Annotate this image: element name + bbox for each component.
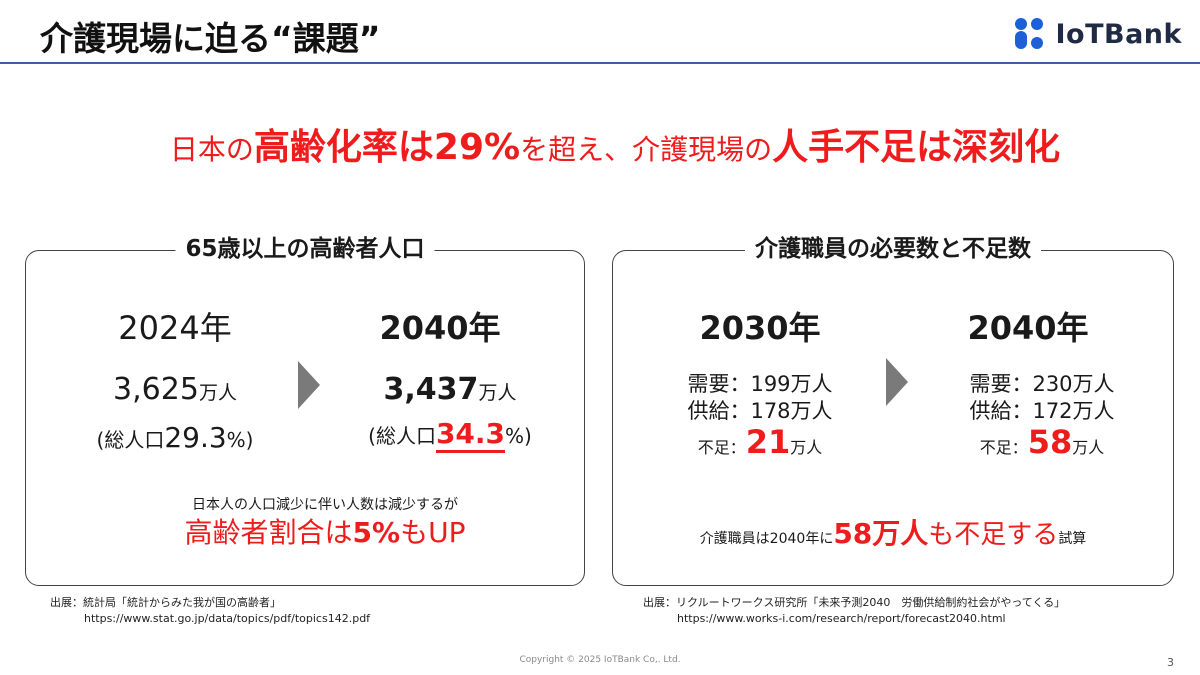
right-panel-conclusion: 介護職員は2040年に58万人も不足する試算: [612, 512, 1174, 552]
conclusion-a: 介護職員は2040年に: [699, 531, 834, 547]
right-shortage-2040-label: 不足：: [979, 438, 1028, 457]
left-ratio-2024-value: 29.3: [164, 421, 227, 454]
left-year-2040: 2040年: [379, 309, 501, 347]
chevron-right-icon: [298, 361, 320, 409]
right-shortage-2040-unit: 万人: [1072, 438, 1105, 457]
care-staff-panel: 介護職員の必要数と不足数: [612, 231, 1174, 586]
left-ratio-2024-prefix: (総人口: [96, 428, 165, 452]
logo-text: IoTBank: [1055, 18, 1182, 50]
headline-part-4: 人手不足は深刻化: [772, 127, 1061, 168]
right-demand-2030: 需要：199万人: [687, 372, 833, 396]
conclusion-b: 58万人: [833, 517, 929, 550]
headline-part-1: 日本の: [169, 133, 254, 166]
left-ratio-2040-value: 34.3: [435, 417, 506, 453]
left-highlight-a: 高齢者割合は: [184, 516, 353, 549]
left-ratio-2040-prefix: (総人口: [368, 424, 436, 448]
left-source-title: 出展：統計局「統計からみた我が国の高齢者」: [50, 596, 281, 609]
left-panel-note: 日本人の人口減少に伴い人数は減少するが: [192, 497, 458, 513]
left-highlight-b: 5%: [352, 516, 401, 549]
left-value-2024-unit: 万人: [198, 382, 237, 404]
right-shortage-2040: 不足：58万人: [922, 423, 1162, 461]
header-divider: [0, 62, 1200, 64]
left-value-2024: 3,625万人: [60, 372, 290, 407]
left-value-2024-number: 3,625: [113, 372, 199, 407]
conclusion-d: 試算: [1058, 531, 1087, 547]
right-supply-2030: 供給：178万人: [687, 399, 833, 423]
right-shortage-2040-value: 58: [1027, 423, 1073, 461]
right-shortage-2030-value: 21: [745, 423, 791, 461]
panel-title-elderly: 65歳以上の高齢者人口: [175, 231, 435, 267]
chevron-right-icon: [886, 358, 908, 406]
headline-part-3: を超え、介護現場の: [520, 133, 773, 166]
right-source-title: 出展：リクルートワークス研究所「未来予測2040 労働供給制約社会がやってくる」: [643, 596, 1066, 609]
left-source: 出展：統計局「統計からみた我が国の高齢者」 https://www.stat.g…: [50, 595, 370, 627]
left-ratio-2040: (総人口34.3%): [335, 417, 565, 453]
page-title: 介護現場に迫る“課題”: [40, 19, 381, 58]
elderly-population-panel: 65歳以上の高齢者人口: [25, 231, 585, 586]
right-shortage-2030-label: 不足：: [697, 438, 746, 457]
iotbank-logo-icon: [1014, 18, 1043, 49]
page-number: 3: [1167, 656, 1174, 669]
right-year-2040: 2040年: [967, 309, 1089, 347]
conclusion-c: も不足する: [928, 520, 1059, 550]
left-value-2040-unit: 万人: [478, 382, 517, 404]
left-ratio-2024-suffix: %): [226, 428, 254, 452]
right-shortage-2030-unit: 万人: [790, 438, 823, 457]
left-ratio-2024: (総人口29.3%): [60, 421, 290, 454]
right-year-2030: 2030年: [699, 309, 821, 347]
right-shortage-2030: 不足：21万人: [640, 423, 880, 461]
copyright: Copyright © 2025 IoTBank Co,. Ltd.: [519, 655, 681, 665]
left-highlight-c: もUP: [400, 516, 466, 549]
left-value-2040: 3,437万人: [335, 372, 565, 407]
left-year-2024: 2024年: [118, 309, 232, 347]
logo: IoTBank: [1012, 14, 1183, 54]
left-panel-highlight: 高齢者割合は5%もUP: [25, 511, 625, 551]
right-demand-2040: 需要：230万人: [969, 372, 1115, 396]
left-source-url: https://www.stat.go.jp/data/topics/pdf/t…: [84, 612, 371, 625]
headline: 日本の高齢化率は29%を超え、介護現場の人手不足は深刻化: [0, 122, 1200, 180]
right-source: 出展：リクルートワークス研究所「未来予測2040 労働供給制約社会がやってくる」…: [643, 595, 1065, 627]
left-ratio-2040-suffix: %): [505, 424, 532, 448]
panel-title-care-staff: 介護職員の必要数と不足数: [745, 231, 1041, 267]
right-supply-2040: 供給：172万人: [969, 399, 1115, 423]
right-source-url: https://www.works-i.com/research/report/…: [677, 612, 1006, 625]
left-value-2040-number: 3,437: [383, 372, 479, 407]
headline-part-2: 高齢化率は29%: [253, 127, 521, 168]
